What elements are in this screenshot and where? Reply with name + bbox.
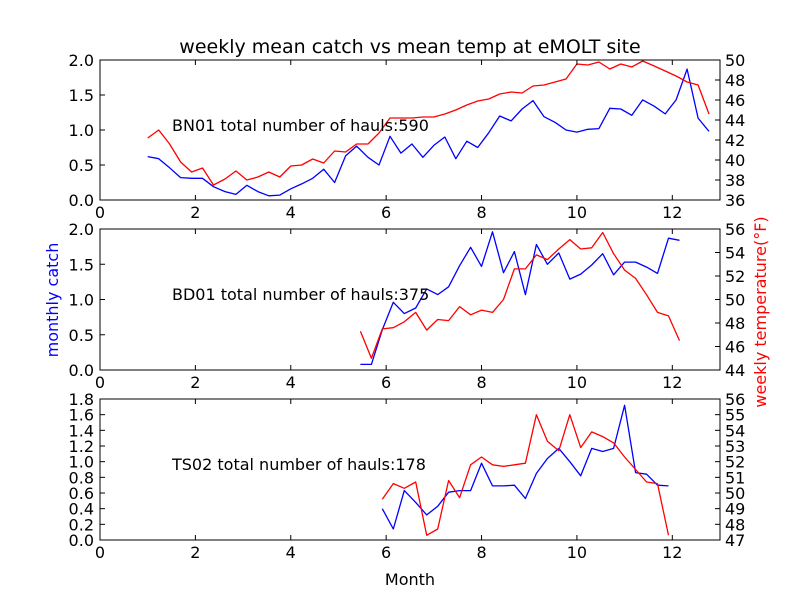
bn01-right-y-tick-label: 38 (725, 171, 745, 190)
ts02-axes-frame (99, 398, 721, 541)
bd01-temperature-line (359, 231, 681, 359)
bn01-x-tick-label: 10 (567, 203, 587, 222)
ts02-right-y-tick-label: 56 (725, 390, 745, 409)
bn01-x-tick-label: 0 (95, 203, 105, 222)
bn01-hauls-annotation: BN01 total number of hauls:590 (172, 116, 429, 135)
bn01-left-y-tick-label: 0.5 (69, 156, 94, 175)
bd01-right-y-tick-label: 56 (725, 220, 745, 239)
bd01-left-y-tick-label: 1.5 (69, 255, 94, 274)
ts02-left-y-tick-label: 0.0 (69, 531, 94, 550)
right-y-axis-label: weekly temperature(°F) (751, 216, 770, 407)
chart-panels: 0 2 4 6 8 10 120.00.51.01.52.03638404244464850… (69, 51, 746, 562)
bn01-right-y-tick-label: 44 (725, 111, 745, 130)
bd01-left-y-tick-label: 2.0 (69, 220, 94, 239)
bn01-catch-line (147, 68, 710, 197)
bd01-x-tick-label: 2 (190, 373, 200, 392)
bn01-right-y-tick-label: 40 (725, 151, 745, 170)
ts02-right-y-tick-label: 51 (725, 468, 745, 487)
bd01-right-y-tick-label: 52 (725, 267, 745, 286)
ts02-left-y-tick-label: 1.8 (69, 390, 94, 409)
bd01-x-tick-label: 8 (476, 373, 486, 392)
ts02-right-y-tick-label: 48 (725, 515, 745, 534)
bn01-left-y-tick-label: 1.0 (69, 121, 94, 140)
left-y-axis-label: monthly catch (43, 243, 62, 358)
ts02-left-y-tick-label: 1.2 (69, 437, 94, 456)
bn01-x-tick-label: 12 (662, 203, 682, 222)
bn01-right-y-tick-label: 46 (725, 91, 745, 110)
ts02-right-y-tick-label: 55 (725, 406, 745, 425)
bn01-right-y-tick-label: 50 (725, 51, 745, 70)
bd01-left-y-tick-label: 0.0 (69, 361, 94, 380)
ts02-right-y-tick-label: 49 (725, 500, 745, 519)
ts02-x-tick-label: 10 (567, 543, 587, 562)
bn01-right-y-tick-label: 42 (725, 131, 745, 150)
bn01-left-y-tick-label: 0.0 (69, 191, 94, 210)
bd01-right-y-tick-label: 46 (725, 338, 745, 357)
ts02-catch-line (381, 404, 669, 530)
ts02-right-y-tick-label: 53 (725, 437, 745, 456)
bn01-right-y-tick-label: 36 (725, 191, 745, 210)
panel-bd01: 0 2 4 6 8 10 120.00.51.01.52.044464850525456BD… (69, 220, 746, 392)
bd01-right-y-tick-label: 48 (725, 314, 745, 333)
ts02-temperature-line (381, 414, 670, 536)
ts02-hauls-annotation: TS02 total number of hauls:178 (171, 455, 426, 474)
ts02-left-y-tick-label: 0.8 (69, 468, 94, 487)
bd01-left-y-tick-label: 1.0 (69, 291, 94, 310)
ts02-left-y-tick-label: 1.6 (69, 406, 94, 425)
ts02-right-y-tick-label: 50 (725, 484, 745, 503)
ts02-left-y-tick-label: 0.4 (69, 500, 94, 519)
bd01-x-tick-label: 10 (567, 373, 587, 392)
ts02-left-y-tick-label: 1.0 (69, 453, 94, 472)
bd01-x-tick-label: 4 (286, 373, 296, 392)
figure-title: weekly mean catch vs mean temp at eMOLT … (179, 36, 640, 58)
bd01-right-y-tick-label: 50 (725, 291, 745, 310)
bn01-right-y-tick-label: 48 (725, 71, 745, 90)
panel-bn01: 0 2 4 6 8 10 120.00.51.01.52.03638404244464850… (69, 51, 746, 222)
bn01-left-y-tick-label: 1.5 (69, 86, 94, 105)
ts02-x-tick-label: 12 (662, 543, 682, 562)
ts02-x-tick-label: 4 (286, 543, 296, 562)
bn01-x-tick-label: 6 (381, 203, 391, 222)
bn01-x-tick-label: 2 (190, 203, 200, 222)
ts02-right-y-tick-label: 47 (725, 531, 745, 550)
bd01-x-tick-label: 0 (95, 373, 105, 392)
bd01-catch-line (360, 231, 680, 366)
bn01-x-tick-label: 8 (476, 203, 486, 222)
bd01-left-y-tick-label: 0.5 (69, 326, 94, 345)
ts02-left-y-tick-label: 0.2 (69, 515, 94, 534)
bn01-temperature-line (147, 60, 710, 186)
ts02-x-tick-label: 2 (190, 543, 200, 562)
panel-ts02: 0 2 4 6 8 10 12 0.00.20.40.60.81.01.21.41.61.8 4… (69, 390, 746, 562)
bn01-x-tick-label: 4 (286, 203, 296, 222)
ts02-x-tick-label: 0 (95, 543, 105, 562)
ts02-x-tick-label: 6 (381, 543, 391, 562)
bd01-x-tick-label: 6 (381, 373, 391, 392)
bd01-right-y-tick-label: 44 (725, 361, 745, 380)
x-axis-label: Month (385, 570, 435, 589)
bd01-right-y-tick-label: 54 (725, 244, 745, 263)
bd01-hauls-annotation: BD01 total number of hauls:375 (172, 285, 429, 304)
ts02-right-y-tick-label: 54 (725, 421, 745, 440)
ts02-x-tick-label: 8 (476, 543, 486, 562)
bd01-x-tick-label: 12 (662, 373, 682, 392)
ts02-right-y-tick-label: 52 (725, 453, 745, 472)
bn01-left-y-tick-label: 2.0 (69, 51, 94, 70)
ts02-left-y-tick-label: 1.4 (69, 421, 94, 440)
ts02-left-y-tick-label: 0.6 (69, 484, 94, 503)
